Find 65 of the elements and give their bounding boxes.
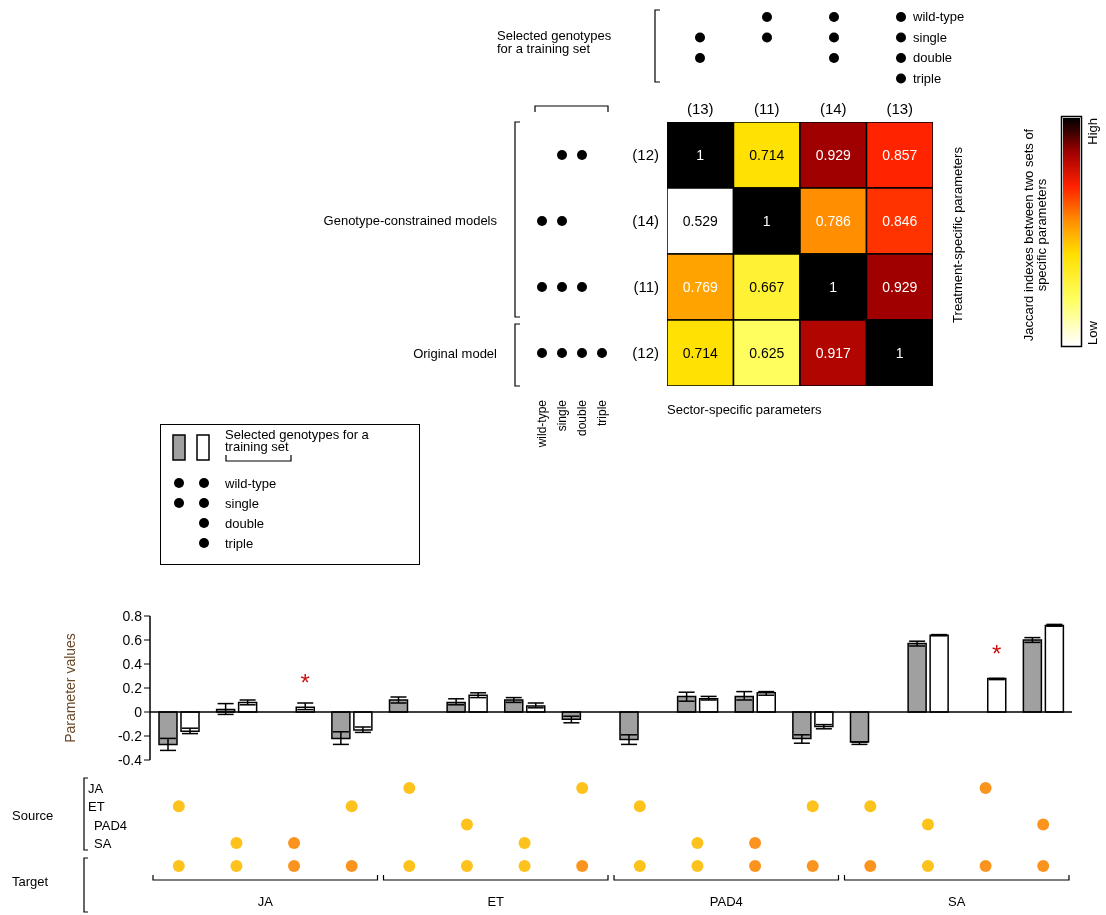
text: Source [12, 808, 54, 823]
y-tick-label: (12) [632, 146, 659, 164]
text: double [225, 516, 265, 531]
data-label: 0.667 [749, 278, 785, 295]
text: single [913, 29, 947, 45]
color-bar-title: Jaccard indexes between two sets of specific parameters [1021, 128, 1049, 342]
text: double [575, 399, 589, 437]
text: ET [88, 799, 105, 815]
data-label: 0.714 [749, 146, 785, 163]
x-tick-label: (11) [753, 100, 780, 117]
y-tick-label: 0.2 [122, 679, 143, 696]
y-tick-label: (14) [632, 212, 659, 230]
data-label: 0.857 [882, 146, 918, 163]
y-axis-title: Treatment-specific parameters [950, 146, 965, 323]
y-tick-label: 0 [134, 703, 143, 720]
text: wild-type [535, 399, 549, 449]
text: Target [12, 874, 49, 889]
text: single [225, 496, 259, 511]
text: double [913, 50, 953, 65]
text: JA [257, 894, 274, 909]
data-label: 0.917 [815, 344, 851, 361]
data-label: 1 [829, 278, 838, 295]
y-tick-label: (11) [633, 278, 659, 296]
y-tick-label: 0.8 [122, 607, 143, 624]
text: single [555, 399, 569, 432]
text: wild-type [912, 9, 965, 24]
y-tick-label: 0.6 [122, 631, 143, 648]
data-label: 0.529 [682, 212, 718, 229]
data-label: * [992, 640, 1002, 668]
y-tick-label: (12) [632, 344, 659, 362]
text: SA [948, 894, 966, 909]
text: ET [487, 894, 505, 909]
text: Genotype-constrained models [323, 213, 498, 228]
text: JA [88, 781, 104, 796]
text: triple [225, 536, 254, 551]
data-label: 1 [696, 146, 705, 163]
data-label: 0.929 [815, 146, 851, 163]
data-label: 1 [895, 344, 904, 361]
text: wild-type [224, 476, 277, 491]
data-label: 0.786 [815, 212, 851, 229]
text: Original model [413, 346, 498, 361]
data-label: 0.929 [882, 278, 918, 295]
data-label: 0.769 [682, 278, 718, 295]
text: Low [1085, 320, 1100, 345]
x-tick-label: (14) [819, 100, 847, 117]
x-tick-label: (13) [686, 100, 714, 117]
x-tick-label: (13) [886, 100, 914, 117]
y-tick-label: -0.4 [117, 751, 143, 768]
text: Selected genotypes for a training set [497, 28, 612, 56]
text: PAD4 [709, 894, 743, 909]
text: PAD4 [94, 817, 127, 833]
text: High [1085, 118, 1100, 145]
x-axis-title: Sector-specific parameters [667, 402, 823, 417]
text: SA [94, 835, 112, 851]
data-label: * [300, 669, 310, 697]
y-axis-title: Parameter values [61, 633, 78, 743]
data-label: 0.714 [682, 344, 718, 361]
legend-title: Selected genotypes for a training set [225, 427, 370, 454]
data-label: 0.625 [749, 344, 785, 361]
data-label: 1 [762, 212, 771, 229]
text: triple [595, 399, 609, 427]
y-tick-label: -0.2 [117, 727, 143, 744]
y-tick-label: 0.4 [122, 655, 143, 672]
text: triple [913, 70, 942, 86]
data-label: 0.846 [882, 212, 918, 229]
